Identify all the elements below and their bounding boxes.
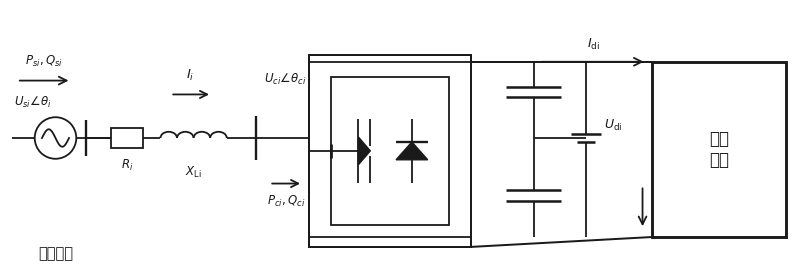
Polygon shape bbox=[396, 142, 428, 160]
Text: $U_{ci}\angle\theta_{ci}$: $U_{ci}\angle\theta_{ci}$ bbox=[264, 71, 306, 86]
Text: 交流系统: 交流系统 bbox=[38, 246, 73, 261]
Bar bbox=[653, 62, 786, 237]
Text: $R_{i}$: $R_{i}$ bbox=[121, 158, 133, 173]
Text: $I_{\rm di}$: $I_{\rm di}$ bbox=[586, 37, 599, 52]
Text: $U_{si}\angle\theta_{i}$: $U_{si}\angle\theta_{i}$ bbox=[14, 94, 51, 110]
Polygon shape bbox=[358, 137, 370, 165]
Bar bbox=[111, 128, 142, 148]
Text: $X_{\rm Li}$: $X_{\rm Li}$ bbox=[186, 165, 202, 180]
Text: $I_{i}$: $I_{i}$ bbox=[186, 67, 194, 83]
Text: $U_{\rm di}$: $U_{\rm di}$ bbox=[604, 118, 622, 133]
Text: $P_{si},Q_{si}$: $P_{si},Q_{si}$ bbox=[25, 54, 62, 69]
Bar bbox=[330, 77, 450, 225]
Bar bbox=[309, 55, 471, 247]
Text: 直流
网络: 直流 网络 bbox=[710, 130, 730, 169]
Text: $P_{ci},Q_{ci}$: $P_{ci},Q_{ci}$ bbox=[267, 193, 306, 209]
